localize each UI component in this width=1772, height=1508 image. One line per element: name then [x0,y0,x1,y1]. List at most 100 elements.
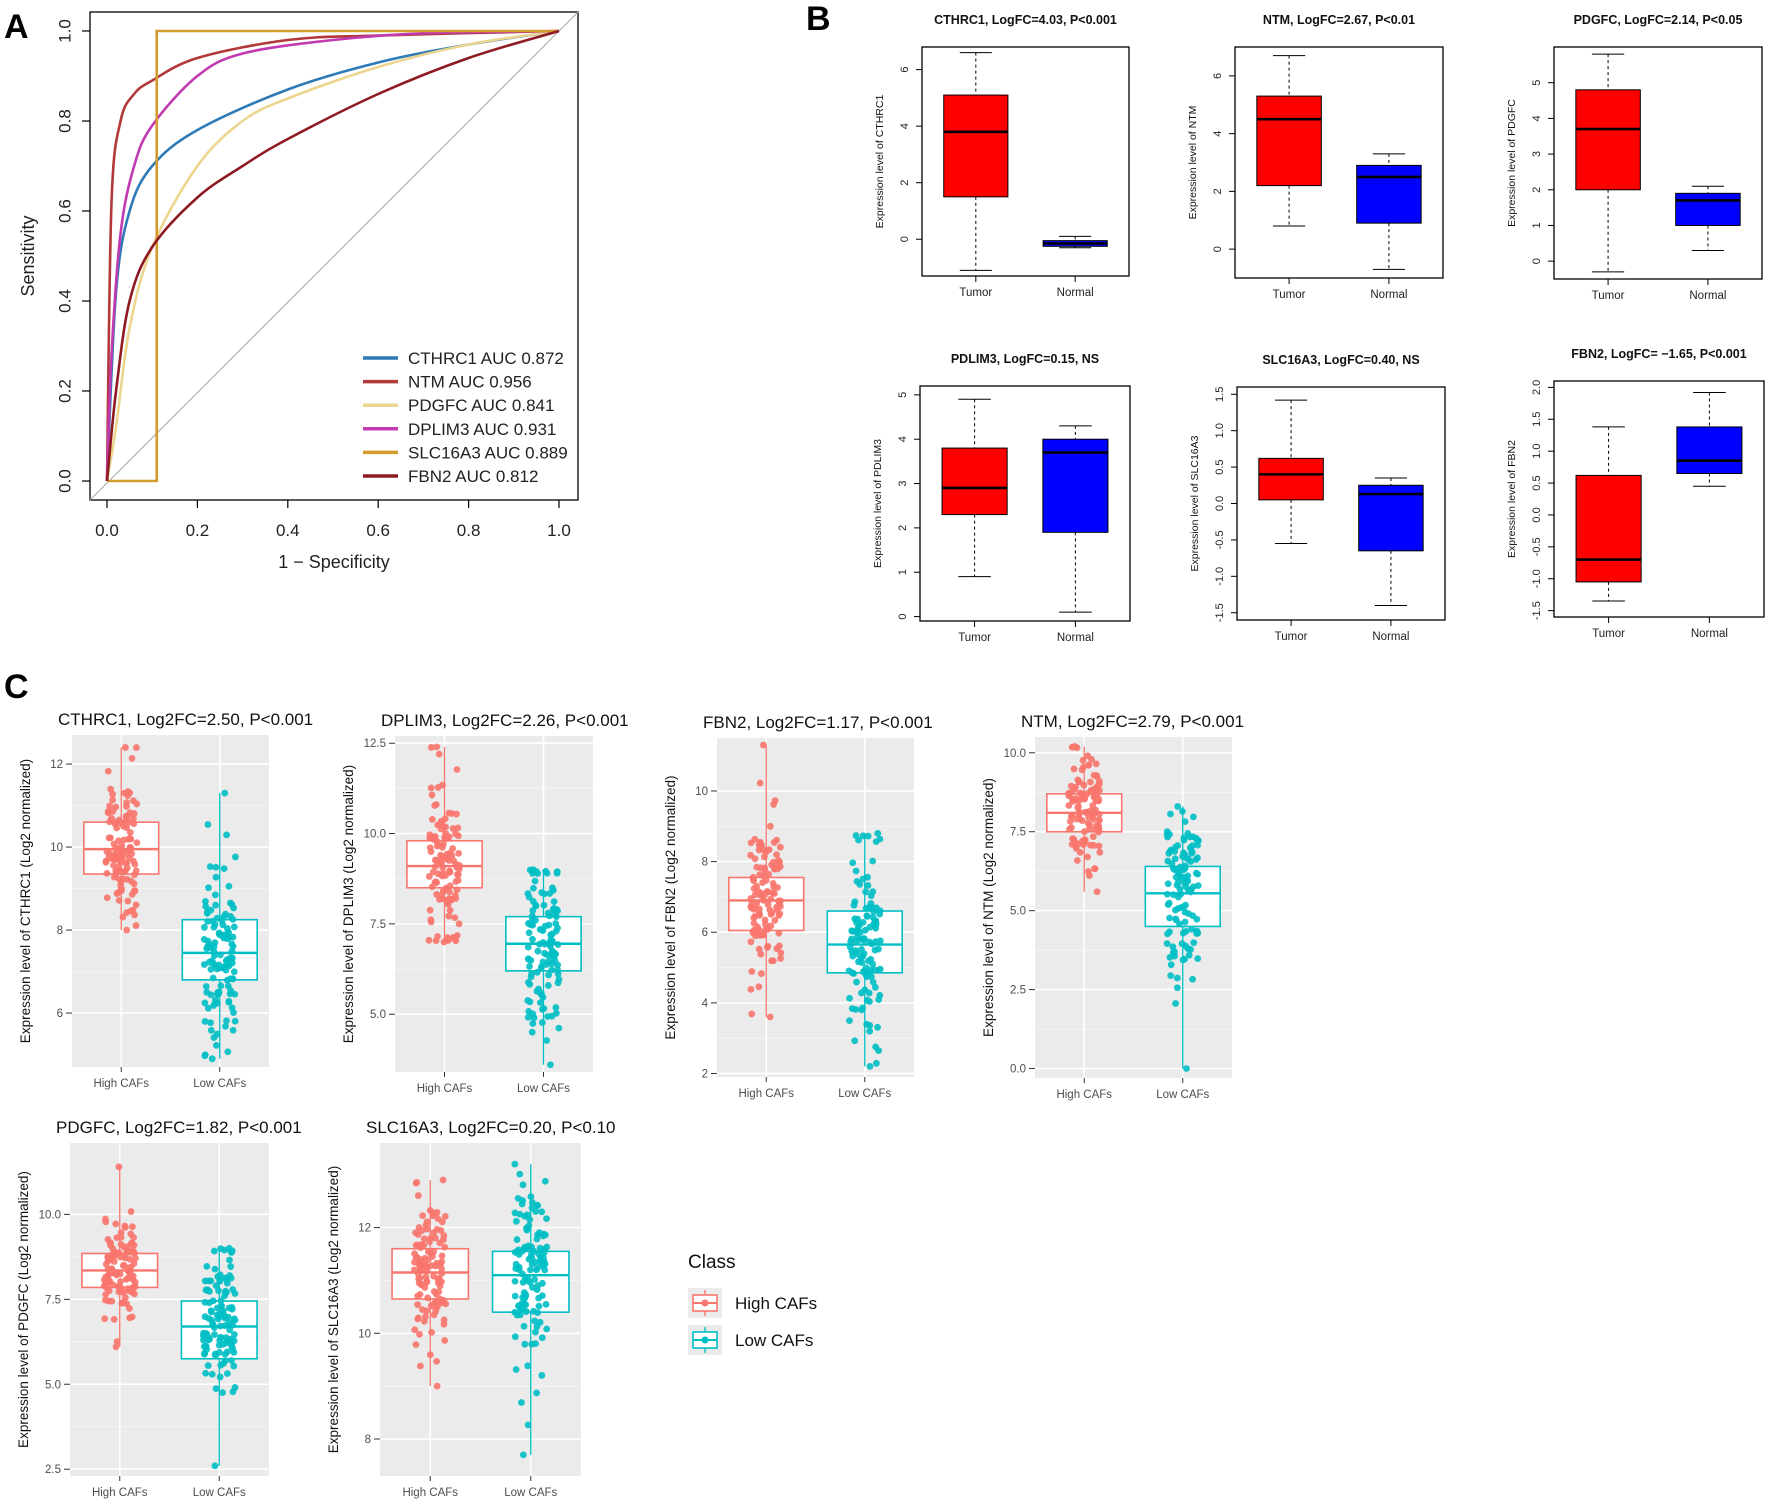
roc-x-tick-label: 0.0 [95,521,119,540]
b3-y-tick-label: 4 [1531,115,1543,121]
c1-point-high-cafs [116,844,124,852]
c5-point-low-cafs [217,1333,224,1341]
c4-point-low-cafs [1179,866,1187,874]
panel-label-a: A [4,8,29,46]
c5-point-high-cafs [121,1262,128,1270]
b5-y-tick-label: -1.0 [1214,567,1226,586]
c5-point-high-cafs [116,1270,124,1278]
b1-x-tick-label-normal: Normal [1057,287,1094,299]
c6-y-tick-label: 8 [365,1434,371,1446]
c6-point-low-cafs [540,1249,548,1257]
b6-title: FBN2, LogFC= −1.65, P<0.001 [1571,347,1746,361]
c2-point-low-cafs [527,973,535,981]
c4-point-high-cafs [1096,848,1104,856]
c3-point-low-cafs [863,912,871,919]
c6-point-low-cafs [525,1222,533,1230]
c1-point-low-cafs [222,1022,229,1030]
c4-point-low-cafs [1169,949,1177,956]
c6-point-high-cafs [440,1316,448,1324]
c5-point-low-cafs [202,1369,210,1377]
c6-point-low-cafs [533,1389,541,1397]
c5-point-low-cafs [205,1277,212,1285]
roc-legend-label-ntm: NTM AUC 0.956 [408,373,532,392]
c3-point-high-cafs [775,929,783,937]
c5-point-high-cafs [113,1249,120,1257]
c3-point-high-cafs [776,899,783,907]
c3-point-low-cafs [869,978,877,986]
roc-curve-fbn2 [105,29,560,482]
c4-point-high-cafs [1095,842,1103,850]
c1-point-low-cafs [200,923,208,931]
b4-x-tick-label-normal: Normal [1057,632,1094,644]
b1-y-axis-label: Expression level of CTHRC1 [874,95,886,229]
tumor-normal-plot-5: -1.5 -1.0 -0.5 0.0 0.5 1.0 1.5 Tumor Normal SLC16… [1189,353,1446,643]
c5-point-high-cafs [117,1229,125,1237]
c4-point-high-cafs [1078,817,1086,824]
c1-point-high-cafs [119,913,127,921]
c2-point-high-cafs [427,916,435,924]
c6-point-low-cafs [515,1302,522,1310]
c1-point-low-cafs [231,1017,239,1025]
c5-point-high-cafs [131,1290,138,1298]
c5-point-high-cafs [126,1255,134,1263]
c4-point-low-cafs [1178,903,1186,911]
b6-box-tumor [1575,474,1642,583]
c2-point-high-cafs [433,856,441,864]
b5-box-tumor [1258,457,1324,501]
c3-point-high-cafs [753,899,761,907]
c5-point-low-cafs [219,1389,226,1397]
c1-point-high-cafs [128,755,136,762]
c2-point-high-cafs [450,857,457,865]
c1-point-high-cafs [122,812,130,820]
c6-point-high-cafs [438,1270,446,1277]
c5-x-tick-label-high-cafs: High CAFs [92,1487,148,1499]
c3-y-tick-label: 6 [702,927,708,939]
b4-y-tick-label: 4 [897,436,909,442]
c1-point-high-cafs [130,880,138,888]
c1-point-low-cafs [212,1041,220,1049]
c3-point-low-cafs [875,1047,883,1055]
b6-y-tick-label: 1.5 [1531,412,1543,427]
c1-point-low-cafs [211,891,219,899]
c4-point-low-cafs [1174,869,1182,877]
c4-point-high-cafs [1076,848,1084,856]
c6-point-low-cafs [512,1366,520,1373]
b5-title: SLC16A3, LogFC=0.40, NS [1262,353,1419,367]
c2-point-high-cafs [429,868,437,876]
c2-point-low-cafs [529,1020,537,1027]
c4-point-high-cafs [1073,857,1081,864]
c2-point-high-cafs [427,848,435,855]
c4-title: NTM, Log2FC=2.79, P<0.001 [1021,712,1244,731]
c2-point-low-cafs [525,929,533,937]
b5-box-normal [1358,484,1424,552]
c1-point-high-cafs [104,809,112,817]
c1-point-low-cafs [212,901,220,909]
b3-y-tick-label: 3 [1531,151,1543,157]
c3-point-high-cafs [751,835,759,843]
c5-point-low-cafs [208,1308,215,1316]
c6-point-low-cafs [528,1260,536,1268]
c6-point-high-cafs [423,1278,431,1286]
c4-point-high-cafs [1079,763,1087,771]
c5-point-high-cafs [121,1222,129,1230]
c3-point-high-cafs [764,888,772,896]
c2-point-high-cafs [445,895,453,903]
c6-point-low-cafs [530,1247,537,1255]
c3-point-high-cafs [773,906,781,914]
c5-point-low-cafs [231,1290,239,1297]
c5-point-low-cafs [228,1357,235,1364]
c5-point-high-cafs [126,1269,134,1276]
c5-point-low-cafs [213,1304,221,1312]
c4-point-low-cafs [1166,928,1173,936]
roc-x-tick-label: 0.8 [457,521,481,540]
c5-point-low-cafs [216,1373,224,1381]
c1-title: CTHRC1, Log2FC=2.50, P<0.001 [58,710,313,729]
c1-y-tick-label: 8 [57,925,63,937]
c1-point-high-cafs [110,861,117,869]
c6-point-high-cafs [414,1192,422,1199]
c4-point-low-cafs [1167,972,1175,980]
c2-y-tick-label: 7.5 [370,919,386,931]
c3-point-high-cafs [756,910,763,918]
c3-point-low-cafs [864,882,872,889]
c4-point-low-cafs [1163,940,1171,948]
